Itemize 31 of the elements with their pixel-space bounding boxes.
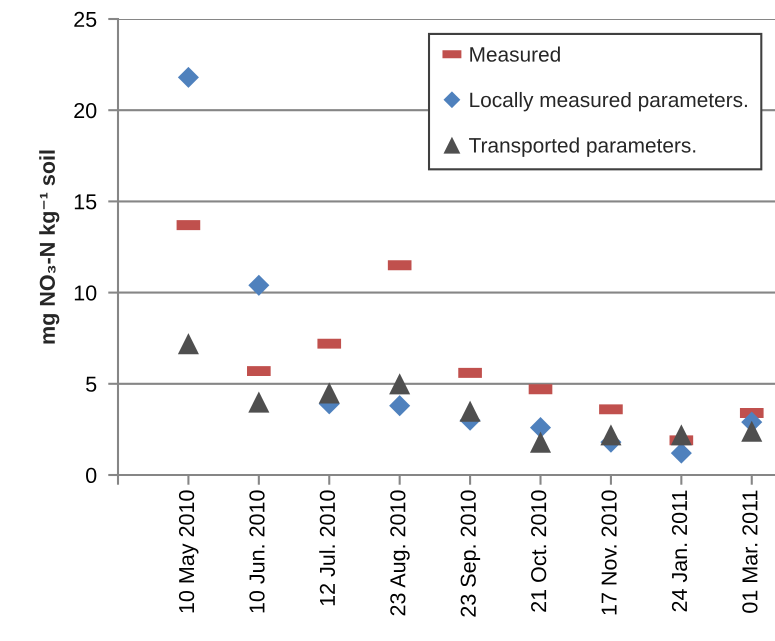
y-axis-title: mg NO₃-N kg⁻¹ soil xyxy=(39,150,60,344)
y-tick-label: 15 xyxy=(74,194,96,210)
point xyxy=(460,400,481,422)
point xyxy=(389,395,410,416)
point xyxy=(389,373,410,394)
x-tick-label: 10 May 2010 xyxy=(178,490,198,612)
point xyxy=(670,424,692,446)
x-tick-label: 23 Aug. 2010 xyxy=(390,490,410,616)
point xyxy=(178,333,199,354)
point xyxy=(600,424,622,446)
y-tick-label: 20 xyxy=(74,102,96,118)
x-tick-label: 01 Mar. 2011 xyxy=(742,490,758,613)
x-tick-label: 21 Oct. 2010 xyxy=(531,490,546,612)
x-tick-label: 12 Jul. 2010 xyxy=(319,490,336,606)
x-tick-label: 23 Sep. 2010 xyxy=(460,490,480,617)
x-tick-label: 24 Jan. 2011 xyxy=(672,490,688,612)
legend-label: Transported parameters. xyxy=(469,137,696,157)
y-tick-label: 25 xyxy=(74,12,96,28)
point xyxy=(248,392,270,413)
y-tick-label: 10 xyxy=(74,285,96,301)
point xyxy=(178,66,199,88)
point xyxy=(248,274,270,296)
y-tick-label: 0 xyxy=(86,468,96,484)
legend-label: Locally measured parameters. xyxy=(470,92,747,112)
x-tick-label: 17 Nov. 2010 xyxy=(601,490,617,614)
y-tick-label: 5 xyxy=(86,376,96,392)
legend-label: Measured xyxy=(470,46,560,62)
point xyxy=(741,420,762,442)
x-tick-label: 10 Jun. 2010 xyxy=(249,490,265,612)
point xyxy=(530,432,552,453)
point xyxy=(318,382,340,404)
